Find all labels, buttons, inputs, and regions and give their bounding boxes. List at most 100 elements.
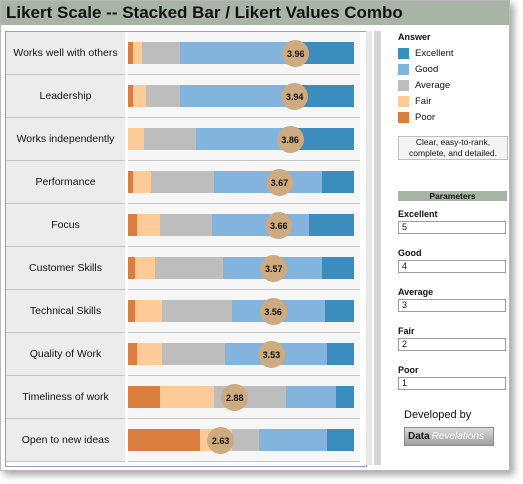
bar-segment-fair[interactable] — [132, 171, 151, 193]
bar-segment-fair[interactable] — [137, 343, 162, 365]
bar-segment-average[interactable] — [146, 85, 180, 107]
dashboard-frame: Likert Scale -- Stacked Bar / Likert Val… — [0, 0, 510, 471]
bar-segment-fair[interactable] — [137, 214, 160, 236]
average-value-marker[interactable]: 3.66 — [265, 212, 293, 239]
category-label: Focus — [6, 204, 125, 247]
bar-segment-good[interactable] — [179, 85, 293, 107]
category-label: Customer Skills — [6, 247, 125, 290]
bar-segment-average[interactable] — [159, 214, 212, 236]
scrollbar[interactable] — [374, 31, 381, 465]
stacked-bar[interactable] — [128, 214, 354, 236]
stacked-bar[interactable] — [128, 42, 354, 64]
bar-segment-average[interactable] — [143, 128, 196, 150]
stacked-bar[interactable] — [128, 171, 354, 193]
param-excellent: Excellent 5 — [398, 209, 508, 234]
chart-row-works-independently: Works independently 3.86 — [6, 118, 366, 161]
bar-segment-poor[interactable] — [128, 214, 138, 236]
param-good: Good 4 — [398, 248, 508, 273]
dashboard-title: Likert Scale -- Stacked Bar / Likert Val… — [6, 3, 403, 22]
average-value-marker[interactable]: 3.94 — [281, 83, 309, 110]
average-value-marker[interactable]: 3.86 — [276, 126, 304, 153]
param-input-poor[interactable]: 1 — [398, 377, 506, 390]
param-fair: Fair 2 — [398, 326, 508, 351]
param-input-average[interactable]: 3 — [398, 299, 506, 312]
bar-segment-poor[interactable] — [128, 171, 133, 193]
average-value-marker[interactable]: 2.88 — [221, 384, 249, 411]
param-input-good[interactable]: 4 — [398, 260, 506, 273]
bar-segment-average[interactable] — [161, 343, 226, 365]
bar-track: 3.56 — [128, 290, 360, 333]
bar-segment-poor[interactable] — [128, 85, 133, 107]
param-average: Average 3 — [398, 287, 508, 312]
legend-item-excellent[interactable]: Excellent — [398, 45, 508, 61]
average-value-marker[interactable]: 3.53 — [257, 341, 285, 368]
chart-row-leadership: Leadership 3.94 — [6, 75, 366, 118]
bar-segment-poor[interactable] — [128, 257, 135, 279]
legend-title: Answer — [398, 32, 431, 42]
bar-segment-good[interactable] — [179, 42, 289, 64]
bar-track: 3.57 — [128, 247, 360, 290]
data-revelations-logo[interactable]: Data Revelations — [404, 427, 494, 446]
bar-segment-fair[interactable] — [134, 257, 156, 279]
average-value-marker[interactable]: 2.63 — [207, 427, 235, 454]
chart-row-performance: Performance 3.67 — [6, 161, 366, 204]
param-input-excellent[interactable]: 5 — [398, 221, 506, 234]
bar-segment-poor[interactable] — [128, 42, 133, 64]
legend-item-average[interactable]: Average — [398, 77, 508, 93]
chart-row-technical-skills: Technical Skills 3.56 — [6, 290, 366, 333]
bar-segment-excellent[interactable] — [324, 300, 354, 322]
bar-segment-good[interactable] — [259, 429, 327, 451]
bar-segment-good[interactable] — [211, 214, 309, 236]
bar-segment-average[interactable] — [150, 171, 214, 193]
category-label: Works independently — [6, 118, 125, 161]
param-input-fair[interactable]: 2 — [398, 338, 506, 351]
stacked-bar[interactable] — [128, 85, 354, 107]
bar-segment-average[interactable] — [231, 429, 260, 451]
bar-segment-fair[interactable] — [132, 85, 147, 107]
stacked-bar[interactable] — [128, 257, 354, 279]
bar-segment-average[interactable] — [155, 257, 223, 279]
bar-track: 3.67 — [128, 161, 360, 204]
bar-segment-good[interactable] — [286, 386, 336, 408]
legend-swatch-average — [398, 79, 409, 91]
legend-item-good[interactable]: Good — [398, 61, 508, 77]
bar-segment-average[interactable] — [141, 42, 180, 64]
bar-segment-excellent[interactable] — [326, 343, 354, 365]
chart-panel: Works well with others 3.96 Leadership 3.94… — [5, 31, 367, 467]
average-value-marker[interactable]: 3.56 — [259, 298, 287, 325]
bar-segment-excellent[interactable] — [326, 429, 354, 451]
bar-segment-excellent[interactable] — [335, 386, 354, 408]
bar-segment-fair[interactable] — [132, 42, 142, 64]
param-label-good: Good — [398, 248, 422, 258]
bar-segment-excellent[interactable] — [308, 214, 354, 236]
bar-segment-average[interactable] — [161, 300, 232, 322]
bar-segment-fair[interactable] — [134, 300, 162, 322]
bar-segment-poor[interactable] — [128, 386, 160, 408]
stacked-bar[interactable] — [128, 300, 354, 322]
average-value-marker[interactable]: 3.67 — [265, 169, 293, 196]
bar-segment-poor[interactable] — [128, 343, 138, 365]
bar-segment-fair[interactable] — [159, 386, 214, 408]
stacked-bar[interactable] — [128, 429, 354, 451]
bar-segment-excellent[interactable] — [292, 85, 354, 107]
stacked-bar[interactable] — [128, 128, 354, 150]
bar-segment-good[interactable] — [195, 128, 298, 150]
legend-item-fair[interactable]: Fair — [398, 93, 508, 109]
bar-segment-poor[interactable] — [128, 300, 135, 322]
bar-segment-poor[interactable] — [128, 429, 201, 451]
bar-segment-excellent[interactable] — [322, 171, 354, 193]
logo-text-revelations: Revelations — [431, 431, 484, 442]
bar-segment-excellent[interactable] — [297, 128, 354, 150]
legend: Answer Excellent Good Average Fair Poor — [398, 32, 508, 125]
category-label: Open to new ideas — [6, 419, 125, 462]
bar-segment-excellent[interactable] — [322, 257, 354, 279]
stacked-bar[interactable] — [128, 343, 354, 365]
param-label-fair: Fair — [398, 326, 415, 336]
average-value-marker[interactable]: 3.57 — [260, 255, 288, 282]
legend-item-poor[interactable]: Poor — [398, 109, 508, 125]
parameters-header: Parameters — [398, 191, 507, 201]
category-label: Timeliness of work — [6, 376, 125, 419]
bar-segment-fair[interactable] — [128, 128, 144, 150]
average-value-marker[interactable]: 3.96 — [282, 40, 310, 67]
category-label: Leadership — [6, 75, 125, 118]
